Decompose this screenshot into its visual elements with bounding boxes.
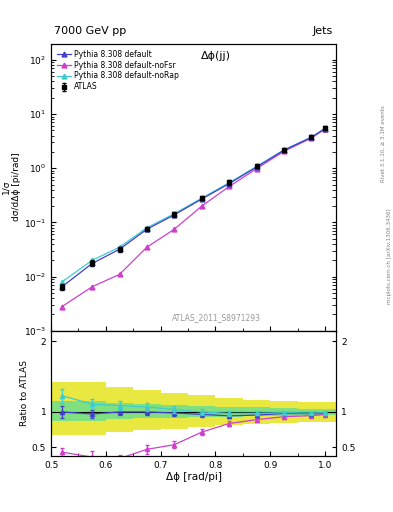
Pythia 8.308 default: [309, 134, 314, 140]
Y-axis label: 1/σ
dσ/dΔϕ [pi/rad]: 1/σ dσ/dΔϕ [pi/rad]: [2, 153, 21, 222]
Line: Pythia 8.308 default: Pythia 8.308 default: [60, 126, 327, 289]
X-axis label: Δϕ [rad/pi]: Δϕ [rad/pi]: [165, 472, 222, 482]
Pythia 8.308 default-noRap: [60, 279, 64, 285]
Pythia 8.308 default: [117, 246, 122, 252]
Pythia 8.308 default-noRap: [117, 244, 122, 250]
Pythia 8.308 default-noFsr: [90, 284, 95, 290]
Pythia 8.308 default-noRap: [282, 147, 286, 153]
Text: Δϕ(jj): Δϕ(jj): [201, 51, 231, 61]
Pythia 8.308 default: [172, 212, 177, 218]
Text: Jets: Jets: [313, 26, 333, 36]
Text: mcplots.cern.ch [arXiv:1306.3436]: mcplots.cern.ch [arXiv:1306.3436]: [387, 208, 391, 304]
Pythia 8.308 default-noFsr: [254, 165, 259, 172]
Pythia 8.308 default-noFsr: [145, 244, 149, 250]
Pythia 8.308 default: [254, 164, 259, 170]
Text: 7000 GeV pp: 7000 GeV pp: [54, 26, 126, 36]
Pythia 8.308 default-noFsr: [172, 226, 177, 232]
Pythia 8.308 default: [323, 125, 327, 132]
Line: Pythia 8.308 default-noRap: Pythia 8.308 default-noRap: [60, 126, 327, 284]
Pythia 8.308 default-noRap: [309, 134, 314, 140]
Text: Rivet 3.1.10, ≥ 3.1M events: Rivet 3.1.10, ≥ 3.1M events: [381, 105, 386, 182]
Legend: Pythia 8.308 default, Pythia 8.308 default-noFsr, Pythia 8.308 default-noRap, AT: Pythia 8.308 default, Pythia 8.308 defau…: [55, 47, 181, 94]
Pythia 8.308 default-noRap: [227, 180, 231, 186]
Pythia 8.308 default-noRap: [254, 163, 259, 169]
Pythia 8.308 default-noRap: [90, 257, 95, 263]
Pythia 8.308 default-noRap: [172, 210, 177, 217]
Pythia 8.308 default-noFsr: [199, 203, 204, 209]
Pythia 8.308 default: [90, 260, 95, 266]
Pythia 8.308 default-noFsr: [282, 148, 286, 155]
Pythia 8.308 default-noRap: [199, 195, 204, 201]
Pythia 8.308 default: [145, 226, 149, 232]
Pythia 8.308 default-noFsr: [323, 126, 327, 132]
Pythia 8.308 default: [199, 196, 204, 202]
Pythia 8.308 default-noFsr: [309, 135, 314, 141]
Y-axis label: Ratio to ATLAS: Ratio to ATLAS: [20, 360, 29, 426]
Pythia 8.308 default-noFsr: [117, 271, 122, 278]
Pythia 8.308 default-noFsr: [60, 304, 64, 310]
Pythia 8.308 default: [227, 181, 231, 187]
Pythia 8.308 default-noFsr: [227, 183, 231, 189]
Text: ATLAS_2011_S8971293: ATLAS_2011_S8971293: [172, 313, 261, 322]
Pythia 8.308 default-noRap: [145, 225, 149, 231]
Pythia 8.308 default-noRap: [323, 125, 327, 132]
Line: Pythia 8.308 default-noFsr: Pythia 8.308 default-noFsr: [60, 126, 327, 309]
Pythia 8.308 default: [282, 147, 286, 153]
Pythia 8.308 default: [60, 284, 64, 290]
